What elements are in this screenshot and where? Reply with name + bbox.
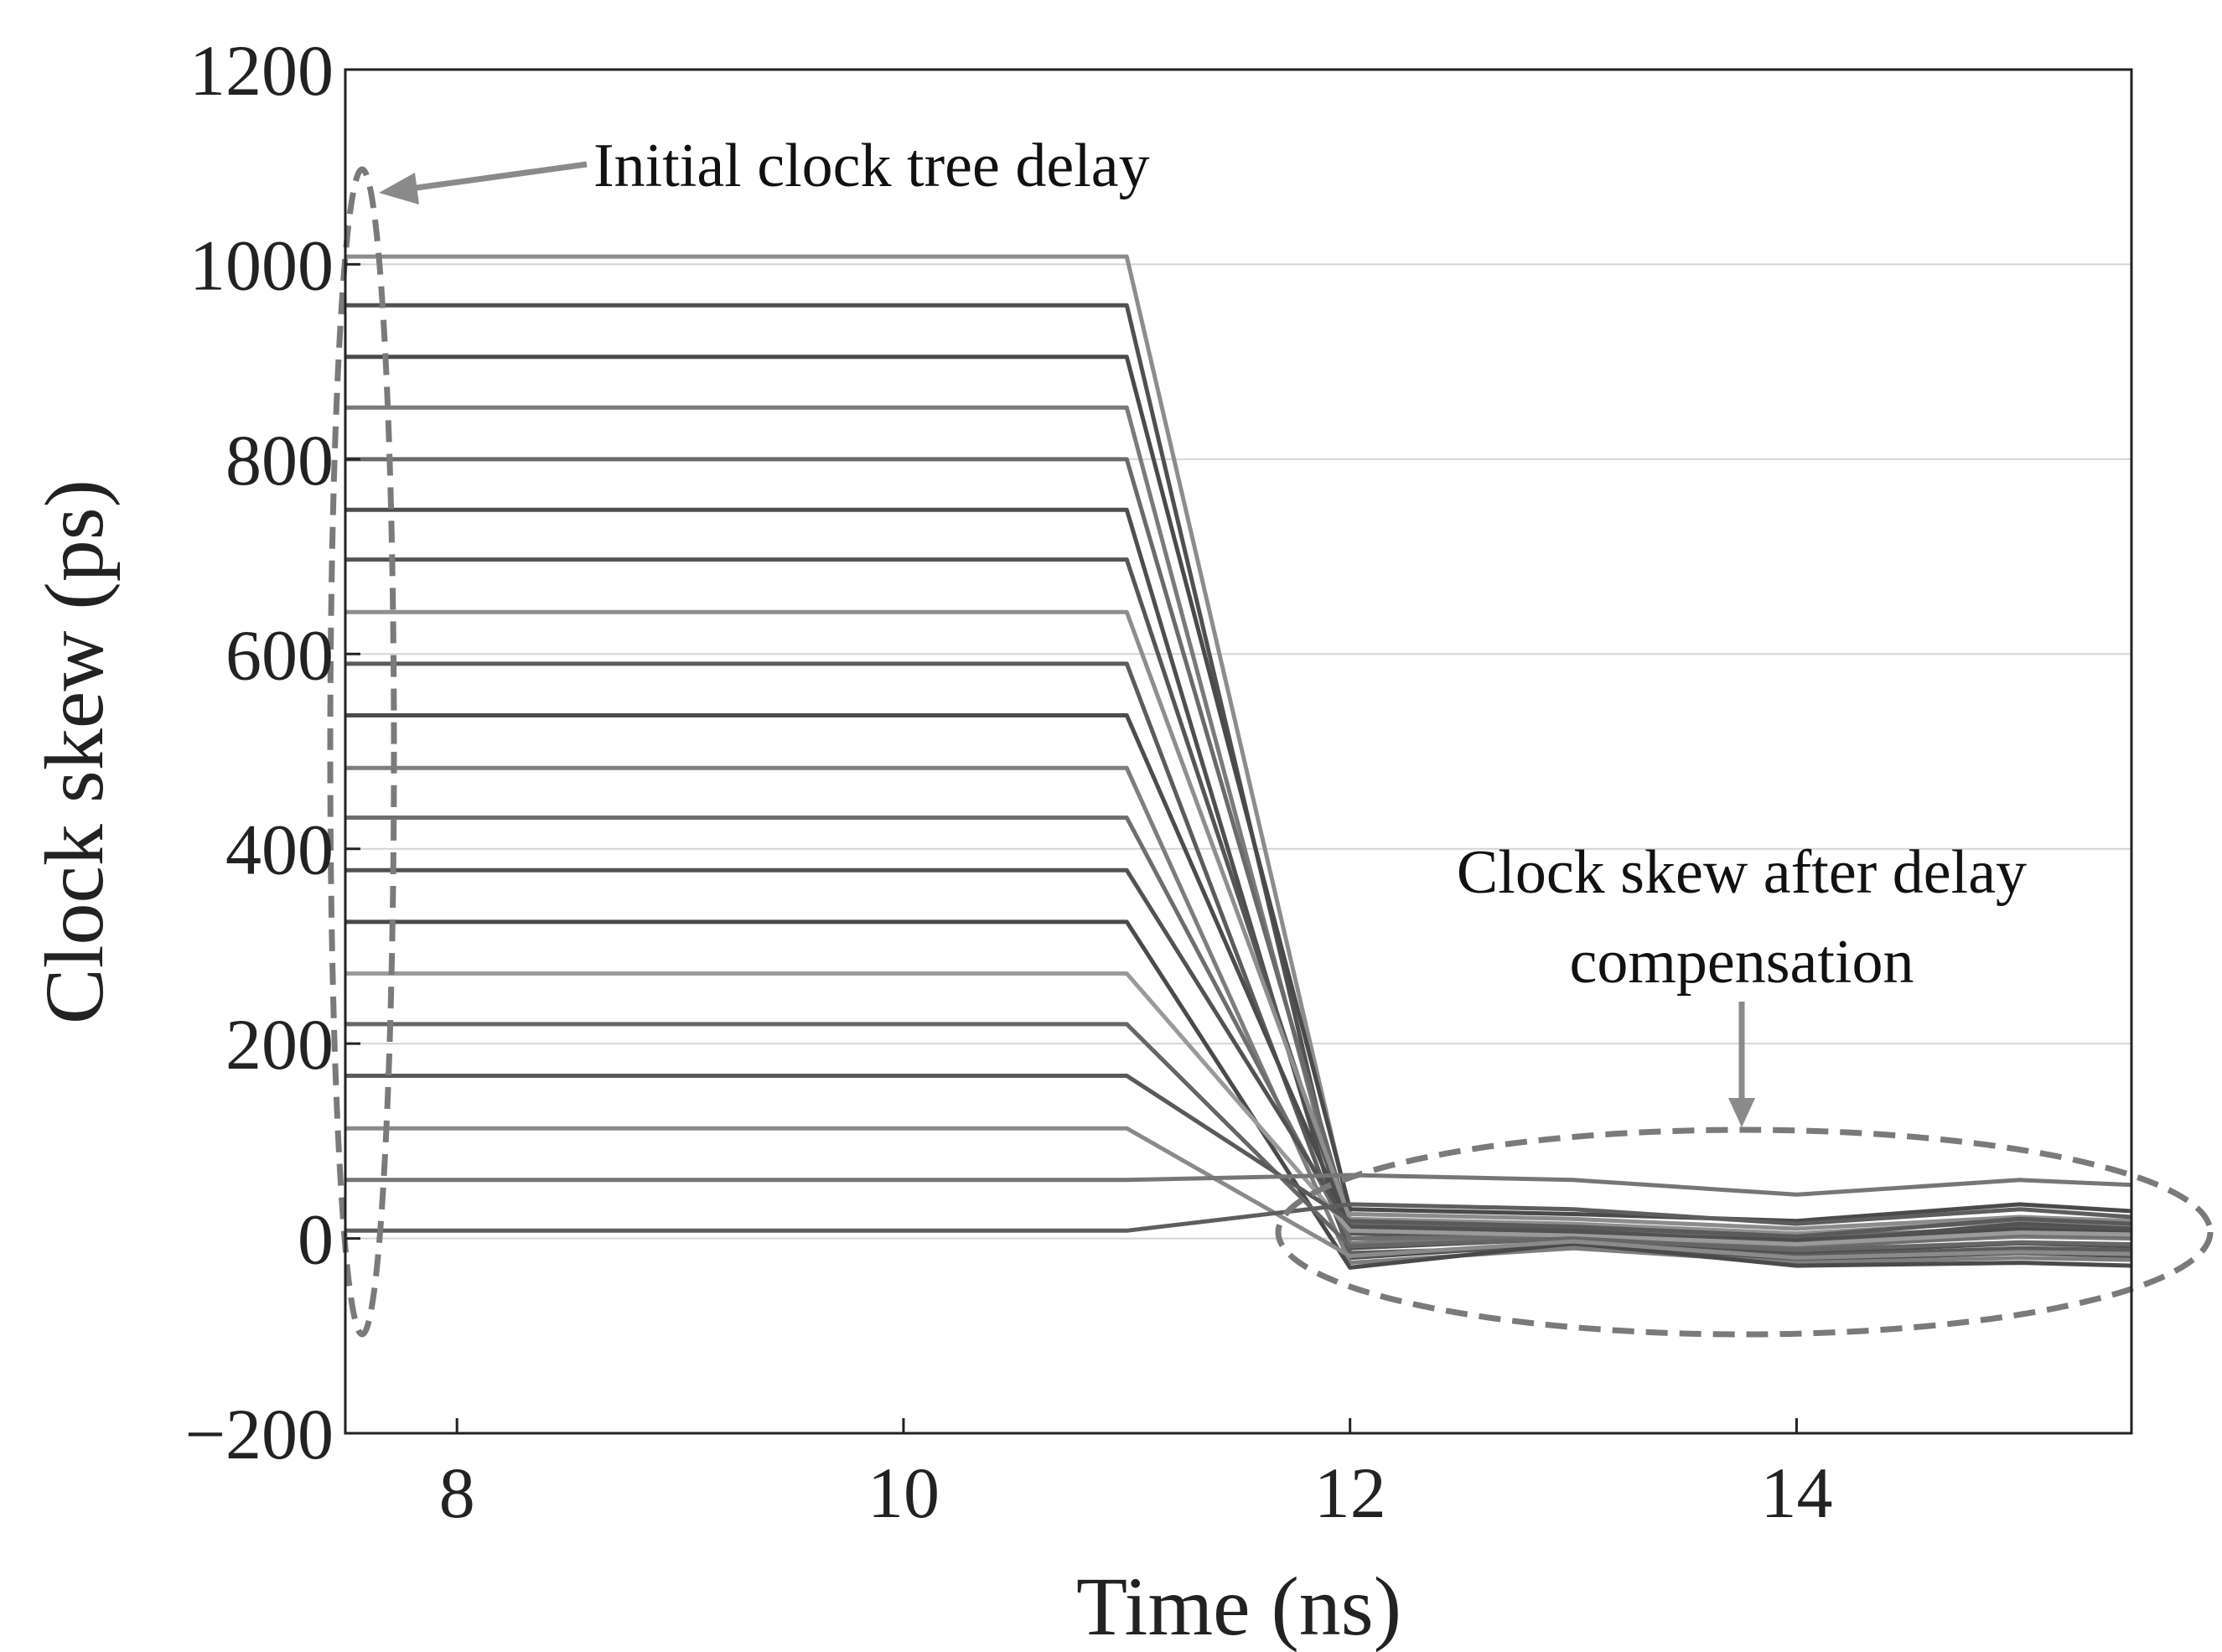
x-axis-title: Time (ns) <box>1076 1560 1401 1652</box>
y-tick-label: 1200 <box>189 30 334 111</box>
series-layer <box>345 254 2132 1270</box>
y-tick-label: 1000 <box>189 225 334 305</box>
initial-delay-arrow <box>410 161 588 192</box>
y-tick-label: 0 <box>298 1199 334 1280</box>
y-axis-title: Clock skew (ps) <box>28 479 121 1024</box>
series-line-path-16 <box>345 1022 2132 1252</box>
compensated-skew-arrow-head <box>1728 1098 1755 1127</box>
axes: −200 0 200 400 600 800 1000 1200 8 10 12 14 <box>184 30 1832 1533</box>
x-tick-label: 10 <box>868 1453 940 1533</box>
series-line-path-3 <box>345 355 2132 1224</box>
x-tick-label: 14 <box>1760 1453 1832 1533</box>
series-line-path-13 <box>345 867 2132 1245</box>
y-tick-label: 200 <box>225 1004 334 1085</box>
annotations: Initial clock tree delay Clock skew afte… <box>327 132 2214 1338</box>
compensated-skew-ellipse <box>1275 1126 2214 1338</box>
y-tick-label: 600 <box>225 614 334 695</box>
series-line-path-18 <box>345 1126 2132 1261</box>
series-line-path-20 <box>345 1202 2132 1233</box>
x-tick-label: 12 <box>1314 1453 1386 1533</box>
series-line-path-19 <box>345 1173 2132 1197</box>
compensated-skew-label-line-1: Clock skew after delay <box>1457 838 2027 907</box>
x-tick-label: 8 <box>439 1453 475 1533</box>
initial-delay-arrow-head <box>379 173 419 205</box>
series-line-path-15 <box>345 971 2132 1246</box>
plot-frame <box>344 68 2133 1435</box>
series-line-path-11 <box>345 765 2132 1266</box>
y-tick-label: 800 <box>225 420 334 500</box>
series-line-path-4 <box>345 405 2132 1249</box>
series-line-path-17 <box>345 1074 2132 1239</box>
y-tick-label: −200 <box>184 1394 334 1474</box>
compensated-skew-label-line-2: compensation <box>1569 928 1914 997</box>
y-tick-label: 400 <box>225 810 334 890</box>
initial-delay-label: Initial clock tree delay <box>593 132 1150 200</box>
series-line-path-1 <box>345 254 2132 1231</box>
initial-delay-ellipse <box>327 166 397 1338</box>
